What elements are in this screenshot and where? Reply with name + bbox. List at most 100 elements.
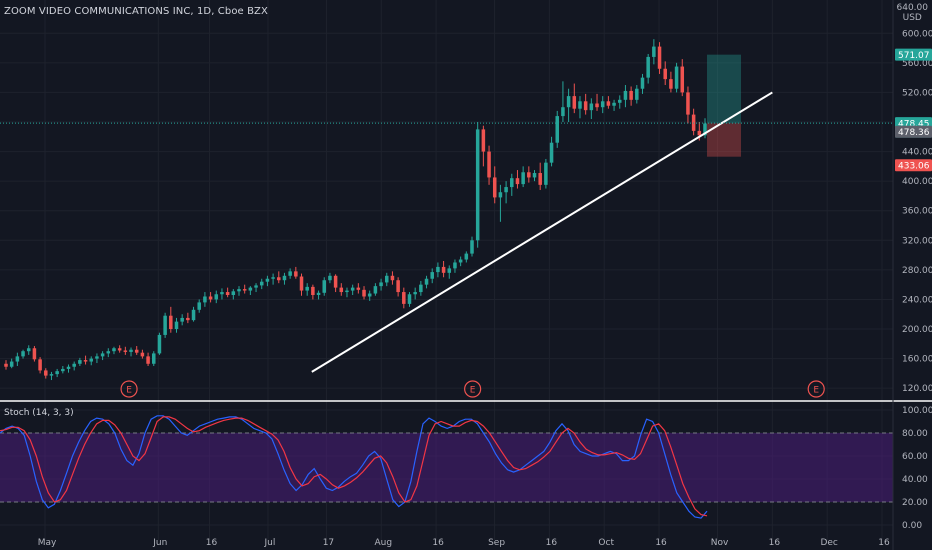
- price-axis[interactable]: 600.00560.00520.00480.00440.00400.00360.…: [902, 29, 932, 394]
- price-tick-label: 600.00: [902, 29, 932, 39]
- candle-body: [384, 275, 389, 283]
- stoch-lines: [0, 415, 708, 519]
- candle-body: [117, 348, 122, 351]
- candle: [305, 283, 309, 296]
- candle-body: [623, 90, 628, 100]
- candle-body: [629, 90, 633, 100]
- candle: [441, 260, 446, 278]
- candle: [453, 259, 457, 273]
- candle: [174, 317, 179, 333]
- price-tick-label: 200.00: [902, 325, 932, 335]
- candle: [123, 346, 128, 355]
- candle-body: [333, 275, 338, 288]
- candle: [333, 274, 338, 293]
- candle: [311, 284, 315, 300]
- candle-body: [38, 359, 42, 371]
- candle: [538, 162, 542, 191]
- candle-body: [663, 68, 667, 80]
- candle-body: [606, 101, 611, 106]
- candle-body: [464, 253, 469, 260]
- candle: [316, 290, 321, 300]
- stoch-axis[interactable]: 100.00 80.00 60.00 40.00 20.00 0.00: [902, 406, 932, 531]
- candle: [623, 85, 628, 108]
- time-axis[interactable]: May Jun 16 Jul 17 Aug 16 Sep 16 Oct 16 Nov 16 Dec 16: [38, 538, 890, 548]
- candle: [390, 271, 395, 285]
- candle: [612, 99, 616, 111]
- candle-body: [481, 129, 486, 152]
- candle-body: [350, 287, 355, 291]
- earnings-circle: [807, 380, 825, 398]
- earnings-letter: E: [126, 386, 132, 396]
- candle-body: [220, 292, 224, 295]
- candle-body: [208, 296, 213, 300]
- candle: [146, 352, 150, 366]
- candle: [674, 62, 679, 93]
- candle: [151, 351, 156, 366]
- candle: [117, 345, 122, 353]
- candle: [9, 358, 14, 369]
- candle-body: [26, 348, 31, 352]
- candle-body: [123, 350, 128, 352]
- candle-body: [271, 277, 275, 279]
- candle: [583, 93, 588, 115]
- earnings-marker[interactable]: E: [807, 380, 825, 398]
- time-tick-label: May: [38, 538, 57, 548]
- earnings-marker[interactable]: E: [120, 380, 138, 398]
- candle: [510, 173, 514, 196]
- target-price-badge-box: [895, 48, 932, 61]
- candle: [231, 289, 236, 300]
- stoch-tick-label: 100.00: [902, 406, 932, 416]
- candle-body: [492, 177, 497, 198]
- candle-body: [44, 370, 48, 376]
- entry-price-badge-text: 478.36: [898, 128, 930, 138]
- candle-body: [652, 46, 656, 57]
- candle-body: [356, 287, 361, 290]
- candle: [606, 96, 611, 109]
- time-tick-label: Aug: [374, 538, 392, 548]
- candle-body: [379, 282, 383, 287]
- stoch-band-fill: [0, 433, 893, 502]
- candle-body: [458, 259, 463, 263]
- stoch-tick-label: 40.00: [902, 475, 928, 485]
- candle-body: [674, 66, 679, 89]
- candle-body: [441, 266, 446, 273]
- candle: [350, 284, 355, 296]
- candle: [663, 61, 667, 86]
- trend-line[interactable]: [311, 91, 773, 373]
- candle: [430, 268, 434, 284]
- candle: [26, 345, 31, 355]
- candle-body: [95, 356, 99, 359]
- candle: [413, 287, 417, 300]
- candle-body: [475, 129, 480, 241]
- stop-price-badge-box: [895, 159, 932, 172]
- candle: [242, 284, 247, 294]
- time-tick-label: 17: [323, 538, 334, 548]
- candle: [578, 96, 582, 119]
- candle: [180, 314, 184, 326]
- candle-body: [703, 123, 707, 136]
- candle: [61, 365, 65, 374]
- candle-body: [231, 291, 236, 296]
- candle: [629, 86, 633, 106]
- candle-body: [214, 294, 219, 300]
- stoch-band-group: [0, 432, 893, 503]
- candle-body: [589, 103, 594, 111]
- candle: [277, 271, 281, 284]
- candle: [248, 286, 253, 296]
- long-position-tool[interactable]: [707, 54, 741, 157]
- candle: [208, 292, 213, 303]
- candle-body: [186, 317, 190, 321]
- earnings-marker[interactable]: E: [464, 380, 482, 398]
- candle-body: [328, 275, 332, 281]
- price-tick-label: 520.00: [902, 88, 932, 98]
- candle: [447, 265, 452, 279]
- candle: [572, 83, 577, 114]
- candle: [294, 266, 298, 279]
- candle-body: [322, 280, 327, 293]
- earnings-circle: [120, 380, 138, 398]
- candle: [407, 292, 412, 307]
- candle-body: [259, 281, 264, 286]
